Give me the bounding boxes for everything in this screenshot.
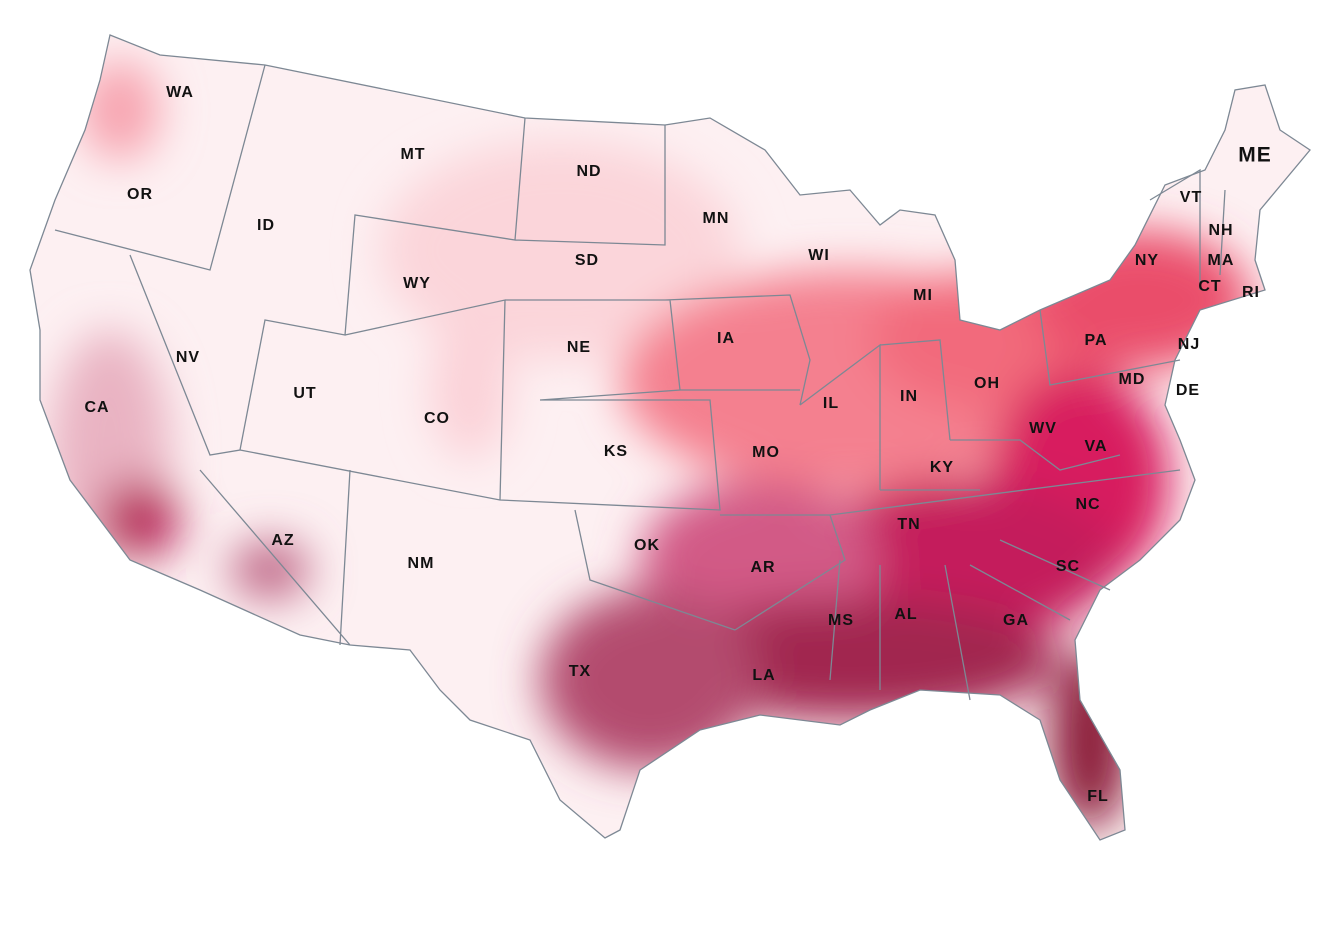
state-label: MT [400, 146, 425, 163]
state-label: MN [703, 210, 730, 227]
state-label: NY [1135, 252, 1159, 269]
state-label: IN [900, 388, 918, 405]
state-labels: WA OR CA ID NV MT WY UT AZ CO NM ND SD NE KS OK TX MN IA MO… [84, 84, 1272, 805]
state-label: NM [408, 555, 435, 572]
state-label: NV [176, 349, 200, 366]
state-label: SC [1056, 558, 1080, 575]
state-label: NE [567, 339, 591, 356]
state-label: PA [1084, 332, 1107, 349]
state-label: DE [1176, 382, 1200, 399]
state-label: GA [1003, 612, 1029, 629]
state-label: CO [424, 410, 450, 427]
state-label: OH [974, 375, 1000, 392]
state-label: CA [84, 399, 109, 416]
state-label: UT [293, 385, 316, 402]
state-label: KY [930, 459, 954, 476]
state-label: OK [634, 537, 660, 554]
state-label: AL [894, 606, 917, 623]
state-label: CT [1198, 278, 1221, 295]
state-label: AZ [271, 532, 294, 549]
state-label: WV [1029, 420, 1057, 437]
state-label: RI [1242, 284, 1260, 301]
state-label: NJ [1178, 336, 1200, 353]
state-label: MA [1208, 252, 1235, 269]
state-label: OR [127, 186, 153, 203]
state-label: FL [1087, 788, 1109, 805]
state-label: AR [750, 559, 775, 576]
state-label: WA [166, 84, 194, 101]
state-label: TX [569, 663, 591, 680]
state-label: ID [257, 217, 275, 234]
state-label: IL [823, 395, 839, 412]
state-label: WY [403, 275, 431, 292]
state-label: TN [897, 516, 920, 533]
state-label: SD [575, 252, 599, 269]
state-label: KS [604, 443, 628, 460]
state-label: MO [752, 444, 780, 461]
state-label: IA [717, 330, 735, 347]
state-label: MI [913, 287, 933, 304]
state-label: WI [808, 247, 830, 264]
state-label: MS [828, 612, 854, 629]
state-label: NC [1075, 496, 1100, 513]
state-label: VT [1180, 189, 1202, 206]
state-label: LA [752, 667, 775, 684]
state-label: NH [1208, 222, 1233, 239]
state-label: VA [1084, 438, 1107, 455]
state-label: MD [1119, 371, 1146, 388]
state-label: ND [576, 163, 601, 180]
state-borders [29, 34, 1311, 841]
state-label: ME [1238, 144, 1272, 167]
